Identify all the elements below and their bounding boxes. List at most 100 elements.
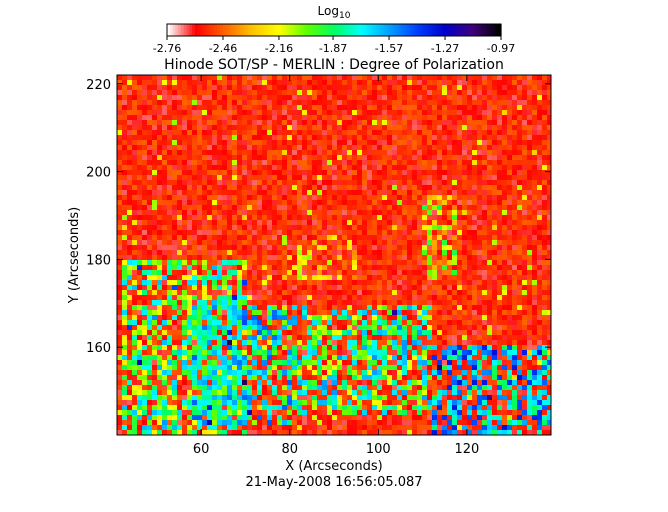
heatmap-cell: [237, 325, 242, 330]
heatmap-cell: [242, 205, 247, 210]
heatmap-cell: [142, 235, 147, 240]
heatmap-cell: [252, 275, 257, 280]
heatmap-cell: [422, 175, 427, 180]
heatmap-cell: [132, 315, 137, 320]
heatmap-cell: [317, 100, 322, 105]
heatmap-cell: [502, 340, 507, 345]
heatmap-cell: [532, 225, 537, 230]
heatmap-cell: [247, 300, 252, 305]
heatmap-cell: [117, 75, 122, 80]
heatmap-cell: [492, 260, 497, 265]
heatmap-cell: [177, 160, 182, 165]
heatmap-cell: [192, 150, 197, 155]
colorbar-swatch: [320, 24, 324, 36]
heatmap-cell: [457, 95, 462, 100]
heatmap-cell: [142, 130, 147, 135]
heatmap-cell: [192, 155, 197, 160]
heatmap-cell: [412, 80, 417, 85]
heatmap-cell: [392, 170, 397, 175]
heatmap-cell: [317, 90, 322, 95]
heatmap-cell: [302, 135, 307, 140]
heatmap-cell: [522, 240, 527, 245]
heatmap-cell: [217, 150, 222, 155]
heatmap-cell: [512, 125, 517, 130]
heatmap-cell: [322, 100, 327, 105]
heatmap-cell: [357, 195, 362, 200]
heatmap-cell: [117, 130, 122, 135]
heatmap-cell: [422, 230, 427, 235]
heatmap-cell: [297, 350, 302, 355]
heatmap-cell: [327, 85, 332, 90]
heatmap-cell: [172, 170, 177, 175]
heatmap-cell: [157, 310, 162, 315]
heatmap-cell: [342, 140, 347, 145]
heatmap-cell: [282, 220, 287, 225]
heatmap-cell: [337, 125, 342, 130]
heatmap-cell: [502, 195, 507, 200]
heatmap-cell: [337, 215, 342, 220]
heatmap-cell: [477, 305, 482, 310]
heatmap-cell: [202, 95, 207, 100]
heatmap-cell: [122, 310, 127, 315]
heatmap-cell: [402, 100, 407, 105]
heatmap-cell: [237, 190, 242, 195]
heatmap-cell: [142, 265, 147, 270]
heatmap-cell: [292, 180, 297, 185]
heatmap-cell: [472, 290, 477, 295]
heatmap-cell: [547, 140, 551, 145]
heatmap-cell: [482, 110, 487, 115]
heatmap-cell: [292, 350, 297, 355]
heatmap-cell: [147, 115, 152, 120]
heatmap-cell: [282, 310, 287, 315]
heatmap-cell: [432, 300, 437, 305]
heatmap-cell: [327, 110, 332, 115]
heatmap-cell: [207, 95, 212, 100]
heatmap-cell: [417, 200, 422, 205]
heatmap-cell: [462, 255, 467, 260]
heatmap-cell: [527, 305, 532, 310]
heatmap-cell: [402, 280, 407, 285]
heatmap-cell: [192, 295, 197, 300]
heatmap-cell: [127, 340, 132, 345]
heatmap-cell: [472, 335, 477, 340]
heatmap-cell: [327, 335, 332, 340]
colorbar-swatch: [453, 24, 458, 36]
heatmap-cell: [232, 170, 237, 175]
heatmap-cell: [422, 150, 427, 155]
heatmap-cell: [182, 210, 187, 215]
heatmap-cell: [267, 145, 272, 150]
colorbar-swatch: [423, 24, 427, 36]
heatmap-cell: [387, 215, 392, 220]
heatmap-cell: [342, 325, 347, 330]
heatmap-cell: [507, 280, 512, 285]
heatmap-cell: [362, 130, 367, 135]
heatmap-cell: [387, 90, 392, 95]
heatmap-cell: [247, 305, 252, 310]
heatmap-cell: [197, 345, 202, 350]
heatmap-cell: [527, 145, 532, 150]
heatmap-cell: [412, 330, 417, 335]
colorbar-swatch: [395, 24, 399, 36]
heatmap-cell: [317, 115, 322, 120]
heatmap-cell: [167, 340, 172, 345]
heatmap-cell: [162, 290, 167, 295]
heatmap-cell: [417, 255, 422, 260]
heatmap-cell: [207, 200, 212, 205]
heatmap-cell: [467, 240, 472, 245]
heatmap-cell: [312, 180, 317, 185]
heatmap-cell: [117, 275, 122, 280]
heatmap-cell: [412, 110, 417, 115]
heatmap-cell: [442, 90, 447, 95]
heatmap-cell: [207, 175, 212, 180]
heatmap-cell: [252, 90, 257, 95]
heatmap-cell: [477, 145, 482, 150]
heatmap-cell: [427, 165, 432, 170]
heatmap-cell: [387, 85, 392, 90]
heatmap-cell: [372, 85, 377, 90]
heatmap-cell: [547, 305, 551, 310]
heatmap-cell: [322, 265, 327, 270]
heatmap-cell: [322, 210, 327, 215]
heatmap-cell: [292, 290, 297, 295]
heatmap-cell: [207, 135, 212, 140]
colorbar-swatch: [208, 24, 213, 36]
